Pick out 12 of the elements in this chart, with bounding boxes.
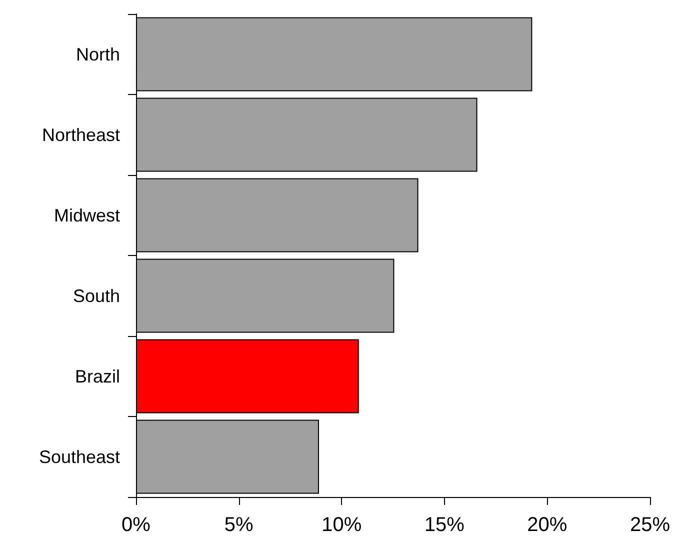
y-tick-label: Brazil: [74, 366, 120, 386]
y-tick-label: Southeast: [38, 446, 120, 467]
y-tick-label: Midwest: [54, 205, 120, 226]
y-tick-label: North: [76, 44, 120, 64]
x-tick-label: 5%: [224, 514, 254, 536]
y-tick-label: Northeast: [42, 124, 120, 145]
x-tick-label: 25%: [630, 514, 670, 536]
x-tick-label: 0%: [122, 514, 151, 536]
x-tick-label: 20%: [527, 514, 568, 536]
x-tick-label: 10%: [322, 514, 362, 536]
y-tick-label: South: [72, 286, 120, 306]
x-tick-label: 15%: [424, 514, 465, 536]
